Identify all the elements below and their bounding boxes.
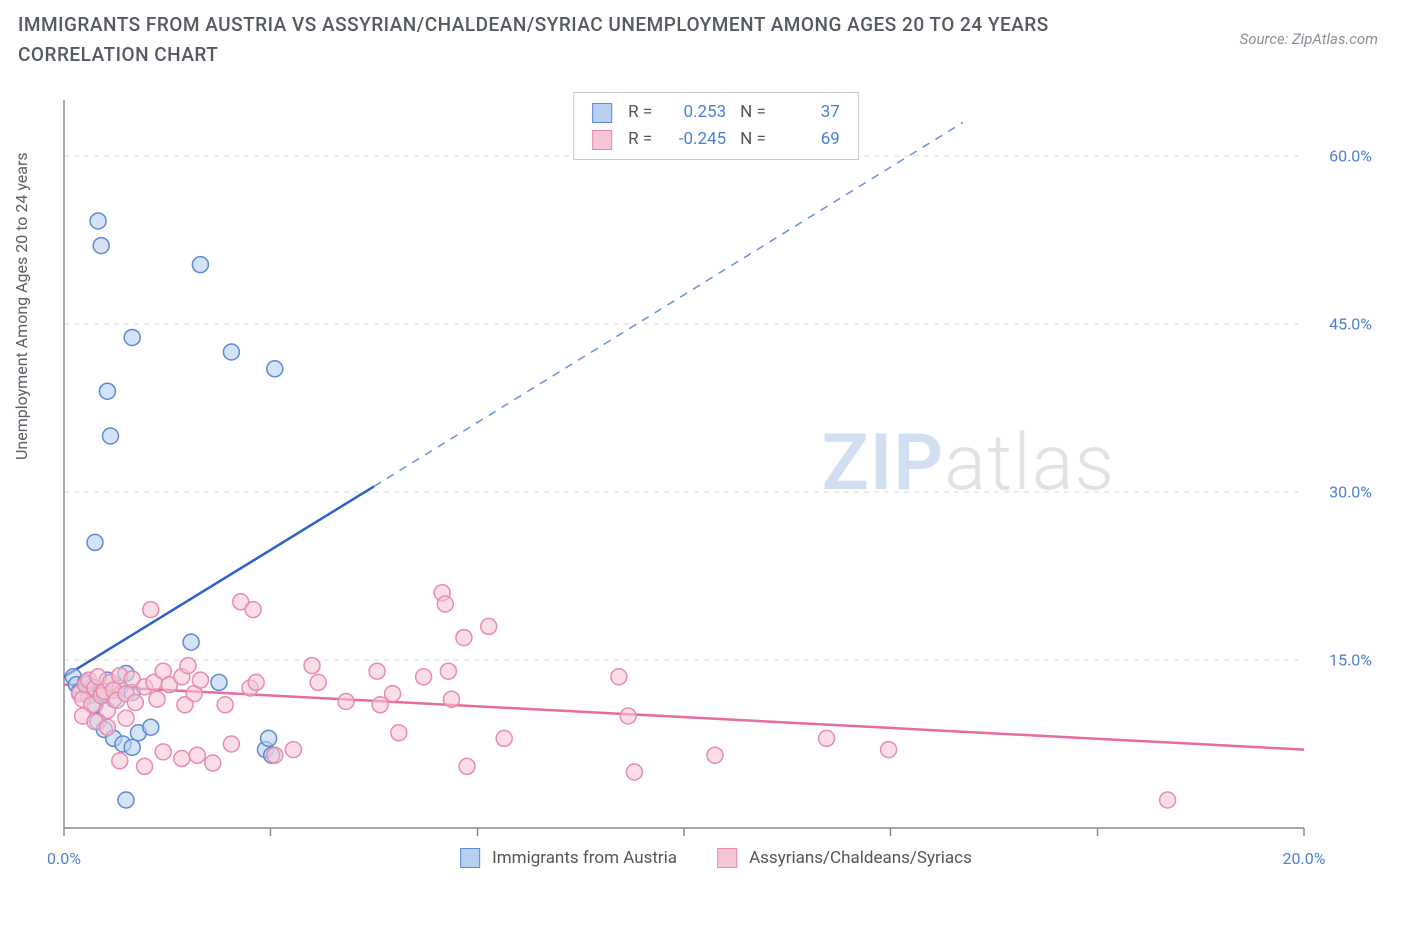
y-tick-label: 45.0% <box>1329 315 1372 334</box>
legend-n-value: 69 <box>780 126 840 153</box>
legend-n-value: 37 <box>780 99 840 126</box>
x-tick-label: 0.0% <box>47 849 81 868</box>
y-tick-label: 60.0% <box>1329 147 1372 166</box>
legend-series-name: Immigrants from Austria <box>492 848 677 868</box>
legend-swatch <box>717 848 737 868</box>
legend-n-label: N = <box>740 126 766 153</box>
y-tick-label: 15.0% <box>1329 651 1372 670</box>
legend-r-value: 0.253 <box>666 99 726 126</box>
legend-r-label: R = <box>628 99 652 126</box>
legend-r-label: R = <box>628 126 652 153</box>
scatter-plot <box>56 90 1376 870</box>
legend-r-value: -0.245 <box>666 126 726 153</box>
legend-swatch <box>592 130 612 150</box>
legend-item: Immigrants from Austria <box>460 848 677 868</box>
legend-swatch <box>592 103 612 123</box>
y-axis-label: Unemployment Among Ages 20 to 24 years <box>12 152 31 460</box>
legend-n-label: N = <box>740 99 766 126</box>
x-tick-label: 20.0% <box>1283 849 1326 868</box>
legend-series-name: Assyrians/Chaldeans/Syriacs <box>749 848 972 868</box>
series-legend: Immigrants from Austria Assyrians/Chaldea… <box>460 848 972 868</box>
chart-area: ZIPatlas R =0.253N =37R =-0.245N =69 Imm… <box>56 90 1376 870</box>
legend-swatch <box>460 848 480 868</box>
legend-item: Assyrians/Chaldeans/Syriacs <box>717 848 972 868</box>
chart-title: IMMIGRANTS FROM AUSTRIA VS ASSYRIAN/CHAL… <box>18 10 1138 71</box>
correlation-legend: R = 0.253 N = 37 R = -0.245 N = 69 <box>573 92 859 160</box>
y-tick-label: 30.0% <box>1329 483 1372 502</box>
source-attribution: Source: ZipAtlas.com <box>1240 30 1378 48</box>
